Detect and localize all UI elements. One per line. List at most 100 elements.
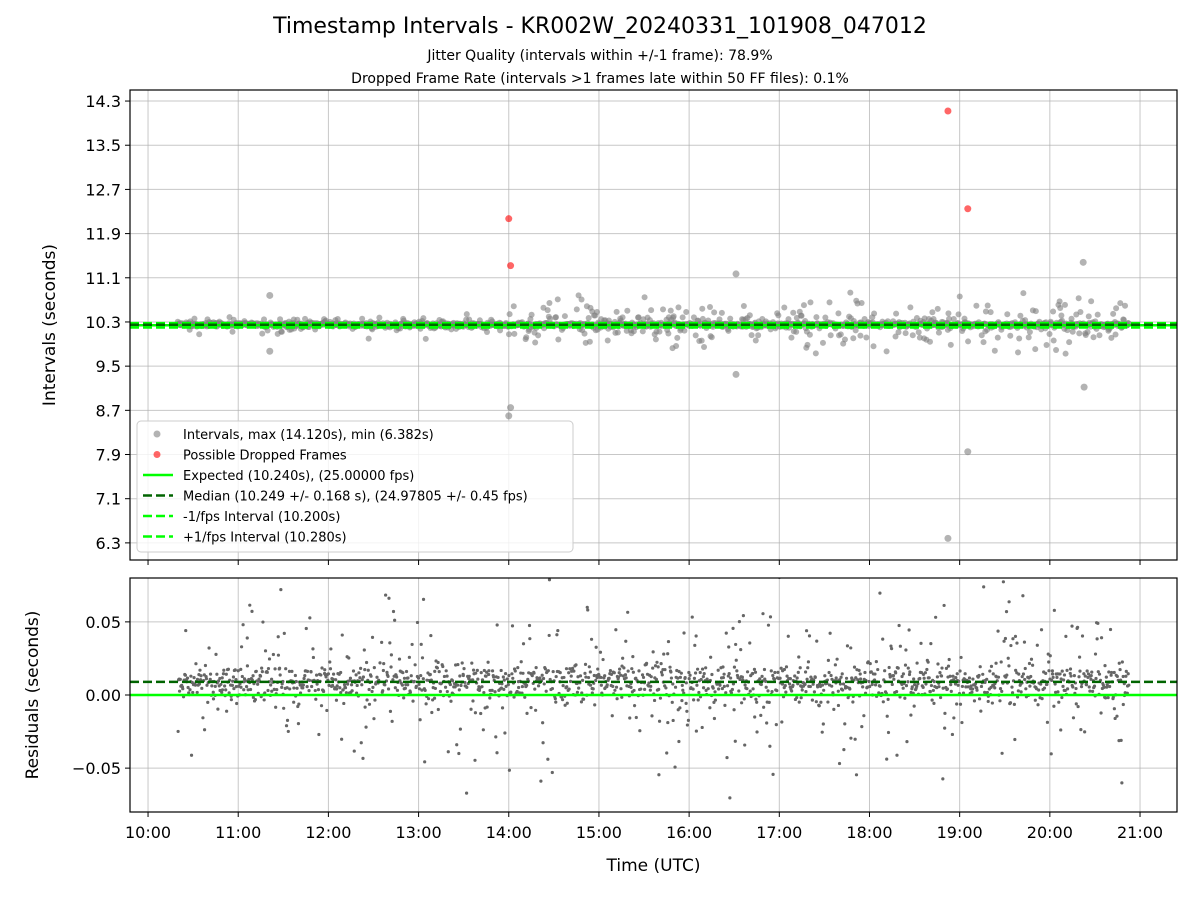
residual-point xyxy=(999,660,1003,664)
residual-point xyxy=(414,684,418,688)
residual-point xyxy=(774,723,778,727)
residual-point xyxy=(1082,672,1086,676)
residual-point xyxy=(340,633,344,637)
residual-point xyxy=(1076,704,1080,709)
residual-point xyxy=(213,684,217,688)
residual-point xyxy=(290,669,294,673)
legend-entry: +1/fps Interval (10.280s) xyxy=(183,531,347,546)
residual-point xyxy=(505,677,509,681)
residual-point xyxy=(301,686,305,690)
residual-point xyxy=(578,674,583,678)
residual-point xyxy=(453,685,457,689)
residual-point xyxy=(248,687,253,692)
residual-point xyxy=(938,670,942,675)
residual-point xyxy=(755,700,759,704)
residual-point xyxy=(485,670,489,674)
x-tick-label: 17:00 xyxy=(756,823,802,842)
residual-point xyxy=(484,674,488,678)
residual-point xyxy=(570,666,575,670)
residual-point xyxy=(1071,716,1076,720)
interval-point xyxy=(675,304,682,311)
residual-point xyxy=(725,755,729,760)
y-axis-label-top: Intervals (seconds) xyxy=(40,244,60,406)
residual-point xyxy=(829,673,833,678)
residual-point xyxy=(583,662,588,666)
residual-point xyxy=(521,671,525,675)
interval-point xyxy=(701,344,708,351)
residual-point xyxy=(177,689,182,693)
residual-point xyxy=(807,634,812,638)
residual-point xyxy=(927,676,931,680)
residual-point xyxy=(784,665,789,669)
interval-point xyxy=(546,300,553,307)
residual-point xyxy=(1049,752,1053,756)
residual-point xyxy=(311,655,316,660)
residual-point xyxy=(900,674,904,679)
interval-point xyxy=(915,329,922,336)
residual-point xyxy=(886,697,890,701)
dropped-frame-point xyxy=(507,262,515,270)
residual-point xyxy=(500,706,505,710)
interval-point xyxy=(841,336,848,343)
residual-point xyxy=(666,652,670,656)
residual-point xyxy=(814,700,818,704)
interval-point xyxy=(1043,342,1050,349)
residual-point xyxy=(599,683,603,687)
residual-point xyxy=(358,676,362,680)
residual-point xyxy=(338,686,342,690)
residual-point xyxy=(419,642,423,646)
residual-point xyxy=(579,700,584,704)
residual-point xyxy=(354,673,358,677)
residual-point xyxy=(1000,689,1004,693)
residual-point xyxy=(577,686,581,690)
residual-point xyxy=(907,628,911,632)
residual-point xyxy=(729,691,734,695)
residual-point xyxy=(321,689,326,694)
residual-point xyxy=(250,609,254,613)
residual-point xyxy=(335,687,339,691)
residual-point xyxy=(462,667,466,671)
residual-point xyxy=(883,669,887,673)
residual-point xyxy=(1009,643,1013,648)
residual-point xyxy=(1113,716,1117,721)
residual-point xyxy=(286,729,290,734)
residual-point xyxy=(894,671,898,675)
residual-point xyxy=(281,679,285,684)
y-tick-label: 10.3 xyxy=(85,313,121,332)
residual-point xyxy=(1086,672,1091,676)
residual-point xyxy=(659,662,663,666)
residual-point xyxy=(753,715,757,719)
residual-point xyxy=(456,683,460,687)
residual-point xyxy=(495,623,499,627)
residual-point xyxy=(658,696,663,700)
residual-point xyxy=(835,657,839,661)
residual-point xyxy=(220,688,225,692)
residual-point xyxy=(479,711,483,716)
residual-point xyxy=(885,757,889,761)
legend-marker xyxy=(153,430,161,438)
interval-point xyxy=(506,331,513,338)
residual-point xyxy=(294,679,298,684)
residual-point xyxy=(344,691,348,695)
interval-point xyxy=(1032,308,1039,315)
residual-point xyxy=(375,675,379,679)
residual-point xyxy=(729,676,733,680)
residual-point xyxy=(859,677,863,681)
interval-point xyxy=(788,334,795,341)
residual-point xyxy=(280,685,284,689)
residual-point xyxy=(665,751,669,755)
residual-point xyxy=(867,679,871,684)
x-tick-label: 13:00 xyxy=(396,823,442,842)
residual-point xyxy=(276,653,281,657)
residual-point xyxy=(724,631,728,635)
residual-point xyxy=(503,731,507,735)
residual-point xyxy=(195,690,199,695)
residual-point xyxy=(711,686,715,690)
residual-point xyxy=(633,704,637,708)
residual-point xyxy=(546,757,550,761)
interval-point xyxy=(673,343,680,350)
interval-point xyxy=(660,306,667,313)
residual-point xyxy=(391,678,395,682)
residual-point xyxy=(1115,714,1119,718)
residual-point xyxy=(741,614,745,618)
